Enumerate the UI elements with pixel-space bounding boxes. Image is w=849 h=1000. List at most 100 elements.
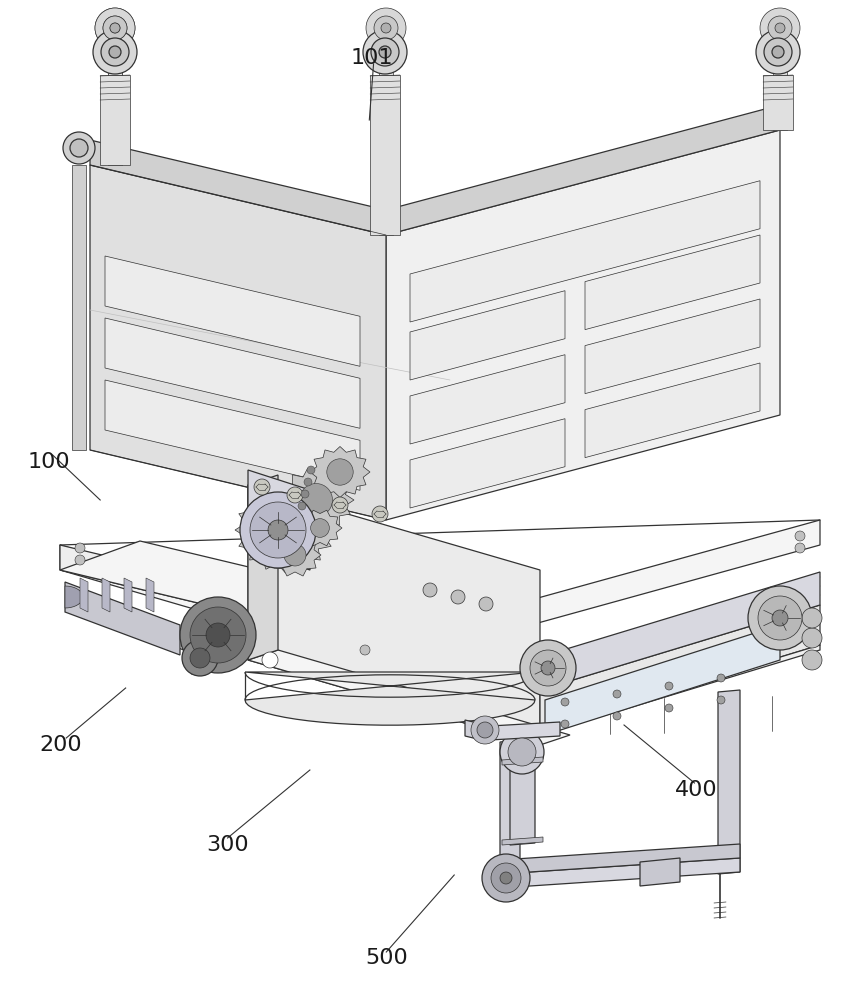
Polygon shape bbox=[410, 291, 565, 380]
Polygon shape bbox=[585, 235, 760, 330]
Polygon shape bbox=[500, 858, 740, 888]
Circle shape bbox=[772, 610, 788, 626]
Polygon shape bbox=[502, 757, 543, 765]
Circle shape bbox=[758, 596, 802, 640]
Polygon shape bbox=[60, 520, 820, 665]
Circle shape bbox=[206, 623, 230, 647]
Polygon shape bbox=[80, 578, 88, 612]
Circle shape bbox=[360, 645, 370, 655]
Circle shape bbox=[764, 38, 792, 66]
Circle shape bbox=[70, 139, 88, 157]
Circle shape bbox=[717, 696, 725, 704]
Circle shape bbox=[327, 459, 353, 485]
Circle shape bbox=[451, 590, 465, 604]
Circle shape bbox=[284, 544, 306, 566]
Circle shape bbox=[482, 854, 530, 902]
Circle shape bbox=[541, 661, 555, 675]
Polygon shape bbox=[502, 837, 543, 845]
Polygon shape bbox=[248, 470, 310, 570]
Circle shape bbox=[180, 597, 256, 673]
Polygon shape bbox=[108, 48, 122, 165]
Polygon shape bbox=[410, 419, 565, 508]
Circle shape bbox=[250, 502, 306, 558]
Polygon shape bbox=[540, 572, 820, 690]
Text: 200: 200 bbox=[40, 735, 82, 755]
Circle shape bbox=[374, 16, 398, 40]
Circle shape bbox=[613, 712, 621, 720]
Polygon shape bbox=[640, 858, 680, 886]
Polygon shape bbox=[585, 363, 760, 458]
Polygon shape bbox=[718, 690, 740, 874]
Text: 100: 100 bbox=[28, 452, 70, 472]
Polygon shape bbox=[248, 485, 540, 745]
Circle shape bbox=[772, 46, 784, 58]
Circle shape bbox=[802, 628, 822, 648]
Circle shape bbox=[381, 23, 391, 33]
Circle shape bbox=[109, 46, 121, 58]
Circle shape bbox=[423, 583, 437, 597]
Circle shape bbox=[371, 38, 399, 66]
Polygon shape bbox=[65, 582, 180, 655]
Circle shape bbox=[372, 506, 388, 522]
Polygon shape bbox=[410, 355, 565, 444]
Polygon shape bbox=[500, 844, 740, 874]
Circle shape bbox=[561, 698, 569, 706]
Text: 500: 500 bbox=[365, 948, 408, 968]
Polygon shape bbox=[245, 672, 535, 725]
Polygon shape bbox=[278, 469, 354, 531]
Circle shape bbox=[471, 716, 499, 744]
Polygon shape bbox=[105, 256, 360, 366]
Polygon shape bbox=[500, 740, 520, 888]
Circle shape bbox=[300, 484, 333, 516]
Polygon shape bbox=[490, 722, 560, 740]
Circle shape bbox=[63, 132, 95, 164]
Circle shape bbox=[665, 704, 673, 712]
Circle shape bbox=[379, 46, 391, 58]
Text: 400: 400 bbox=[675, 780, 717, 800]
Circle shape bbox=[95, 8, 135, 48]
Circle shape bbox=[307, 466, 315, 474]
Polygon shape bbox=[105, 318, 360, 428]
Circle shape bbox=[298, 502, 306, 510]
Circle shape bbox=[802, 650, 822, 670]
Circle shape bbox=[760, 8, 800, 48]
Polygon shape bbox=[60, 545, 290, 625]
Polygon shape bbox=[108, 48, 122, 165]
Polygon shape bbox=[102, 578, 110, 612]
Circle shape bbox=[500, 872, 512, 884]
Circle shape bbox=[508, 738, 536, 766]
Circle shape bbox=[301, 490, 309, 498]
Circle shape bbox=[101, 38, 129, 66]
Circle shape bbox=[795, 543, 805, 553]
Circle shape bbox=[311, 519, 329, 537]
Polygon shape bbox=[72, 165, 86, 450]
Polygon shape bbox=[146, 578, 154, 612]
Circle shape bbox=[613, 690, 621, 698]
Polygon shape bbox=[310, 446, 370, 497]
Polygon shape bbox=[510, 760, 535, 845]
Polygon shape bbox=[248, 650, 570, 745]
Circle shape bbox=[75, 555, 85, 565]
Polygon shape bbox=[379, 48, 393, 235]
Circle shape bbox=[110, 23, 120, 33]
Circle shape bbox=[479, 597, 493, 611]
Circle shape bbox=[295, 514, 303, 522]
Circle shape bbox=[491, 863, 521, 893]
Circle shape bbox=[287, 487, 303, 503]
Polygon shape bbox=[235, 488, 335, 572]
Circle shape bbox=[332, 497, 348, 513]
Polygon shape bbox=[248, 475, 278, 660]
Circle shape bbox=[363, 30, 407, 74]
Circle shape bbox=[748, 586, 812, 650]
Circle shape bbox=[93, 30, 137, 74]
Circle shape bbox=[304, 478, 312, 486]
Polygon shape bbox=[90, 105, 780, 235]
Circle shape bbox=[756, 30, 800, 74]
Polygon shape bbox=[100, 75, 130, 165]
Polygon shape bbox=[410, 181, 760, 322]
Circle shape bbox=[182, 640, 218, 676]
Circle shape bbox=[477, 722, 493, 738]
Circle shape bbox=[665, 682, 673, 690]
Polygon shape bbox=[386, 130, 780, 520]
Circle shape bbox=[530, 650, 566, 686]
